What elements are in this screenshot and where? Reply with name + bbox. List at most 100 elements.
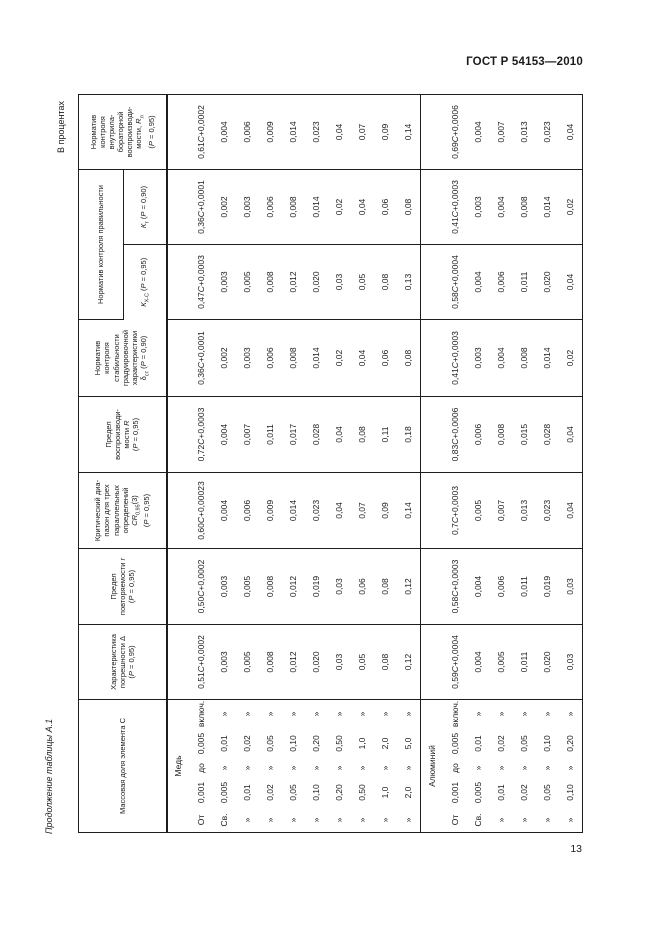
range-part: » xyxy=(334,711,345,717)
empty-cell xyxy=(420,472,445,549)
range-cell: » 2,0 » 5,0 » xyxy=(398,700,421,833)
range-part: » xyxy=(542,765,553,771)
value-cell: 0,08 xyxy=(351,396,375,473)
range-part: » xyxy=(242,817,253,823)
header-cell-cr: Критический диа-пазон для трех параллельн… xyxy=(78,472,167,549)
value-cell: 0,04 xyxy=(559,244,583,320)
value-cell: 0,007 xyxy=(490,94,514,170)
range-part: От xyxy=(450,814,461,826)
table-row: »0,05»0,10» 0,020 0,019 0,023 0,028 0,014 0,02… xyxy=(536,94,560,832)
empty-cell xyxy=(420,624,445,700)
range-part: включ. xyxy=(450,700,461,728)
value-cell: 0,003 xyxy=(213,624,237,700)
range-part: » xyxy=(219,711,230,717)
range-part: 5,0 xyxy=(402,737,413,750)
range-part: 0,10 xyxy=(564,784,575,801)
value-cell: 0,02 xyxy=(328,319,352,397)
range-part: » xyxy=(519,711,530,717)
value-cell: 0,08 xyxy=(374,244,398,320)
value-cell: 0,002 xyxy=(213,319,237,397)
range-part: 0,01 xyxy=(242,784,253,801)
value-cell: 0,51С+0,0002 xyxy=(190,624,214,700)
value-cell: 0,014 xyxy=(305,319,329,397)
value-cell: 0,012 xyxy=(282,624,306,700)
range-part: 0,02 xyxy=(496,735,507,752)
value-cell: 0,028 xyxy=(536,396,560,473)
value-cell: 0,005 xyxy=(467,472,491,549)
range-part: » xyxy=(380,711,391,717)
value-cell: 0,005 xyxy=(490,624,514,700)
range-part: 0,02 xyxy=(265,784,276,801)
range-part: » xyxy=(242,765,253,771)
range-part: » xyxy=(542,711,553,717)
value-cell: 0,83С+0,0006 xyxy=(444,396,468,473)
range-part: » xyxy=(496,765,507,771)
range-part: » xyxy=(519,817,530,823)
value-cell: 0,04 xyxy=(328,472,352,549)
value-cell: 0,04 xyxy=(559,396,583,473)
value-cell: 0,005 xyxy=(236,624,260,700)
range-cell: » 0,02 » 0,05 » xyxy=(514,700,537,833)
value-cell: 0,004 xyxy=(467,94,491,170)
standards-table: Массовая доля элемента С Характеристика по… xyxy=(78,93,583,833)
header-cell-group: Норматив контроля правильности xyxy=(78,169,124,320)
table-row: От 0,001 до 0,005 включ. 0,51С+0,0002 0,50С+0,… xyxy=(190,94,214,832)
value-cell: 0,03 xyxy=(328,244,352,320)
header-cell-delta: Характеристика погрешности Δ (Р = 0,95) xyxy=(78,624,167,700)
value-cell: 0,04 xyxy=(328,94,352,170)
range-part: » xyxy=(288,817,299,823)
range-part: » xyxy=(334,765,345,771)
value-cell: 0,004 xyxy=(490,169,514,245)
range-part: 0,05 xyxy=(542,784,553,801)
value-cell: 0,04 xyxy=(351,319,375,397)
table-row: »0,01»0,02» 0,005 0,005 0,006 0,007 0,003 0,00… xyxy=(236,94,260,833)
table-row: »2,0»5,0» 0,12 0,12 0,14 0,18 0,08 0,13 0,08 0,1… xyxy=(397,94,421,833)
range-part: 2,0 xyxy=(402,786,413,799)
value-cell: 0,006 xyxy=(490,548,514,625)
empty-cell xyxy=(166,548,191,625)
value-cell: 0,006 xyxy=(490,244,514,320)
value-cell: 0,007 xyxy=(236,396,260,473)
range-part: Св. xyxy=(473,813,484,827)
value-cell: 0,13 xyxy=(397,244,421,320)
section-row: Медь xyxy=(166,94,191,833)
empty-cell xyxy=(166,94,191,170)
range-part: 1,0 xyxy=(380,786,391,799)
header-cell-R: Предел воспроизводи-мости R (Р = 0,95) xyxy=(78,396,167,473)
value-cell: 0,47С+0,0003 xyxy=(190,244,214,320)
value-cell: 0,003 xyxy=(236,319,260,397)
range-cell: » 0,01 » 0,02 » xyxy=(491,700,514,833)
range-part: 0,10 xyxy=(288,735,299,752)
value-cell: 0,008 xyxy=(513,319,537,397)
value-cell: 0,011 xyxy=(259,396,283,473)
range-part: » xyxy=(242,711,253,717)
range-part: » xyxy=(265,711,276,717)
range-cell: » 0,05 » 0,10 » xyxy=(283,700,306,833)
value-cell: 0,003 xyxy=(467,169,491,245)
range-part: » xyxy=(473,765,484,771)
range-part: до xyxy=(196,763,207,773)
value-cell: 0,007 xyxy=(490,472,514,549)
range-part: » xyxy=(311,765,322,771)
empty-cell xyxy=(166,319,191,397)
value-cell: 0,05 xyxy=(351,624,375,700)
table-row: »0,10»0,20» 0,03 0,03 0,04 0,04 0,02 0,04 0,02 0… xyxy=(559,94,583,832)
value-cell: 0,019 xyxy=(536,548,560,625)
value-cell: 0,005 xyxy=(236,548,260,625)
range-cell: » 0,01 » 0,02 » xyxy=(237,700,260,833)
value-cell: 0,60С+0,00023 xyxy=(190,472,214,549)
value-cell: 0,03 xyxy=(328,548,352,625)
range-part: 0,01 xyxy=(496,784,507,801)
table-row: »0,20»0,50» 0,03 0,03 0,04 0,04 0,02 0,03 0,02 0… xyxy=(328,94,352,832)
value-cell: 0,020 xyxy=(536,244,560,320)
value-cell: 0,41С+0,0003 xyxy=(444,169,468,245)
value-cell: 0,12 xyxy=(397,624,421,700)
range-part: 0,001 xyxy=(196,781,207,804)
range-part: От xyxy=(196,814,207,826)
value-cell: 0,002 xyxy=(213,169,237,245)
value-cell: 0,003 xyxy=(213,244,237,320)
value-cell: 0,005 xyxy=(236,244,260,320)
value-cell: 0,03 xyxy=(328,624,352,700)
value-cell: 0,41С+0,0003 xyxy=(444,319,468,397)
range-part: » xyxy=(519,765,530,771)
